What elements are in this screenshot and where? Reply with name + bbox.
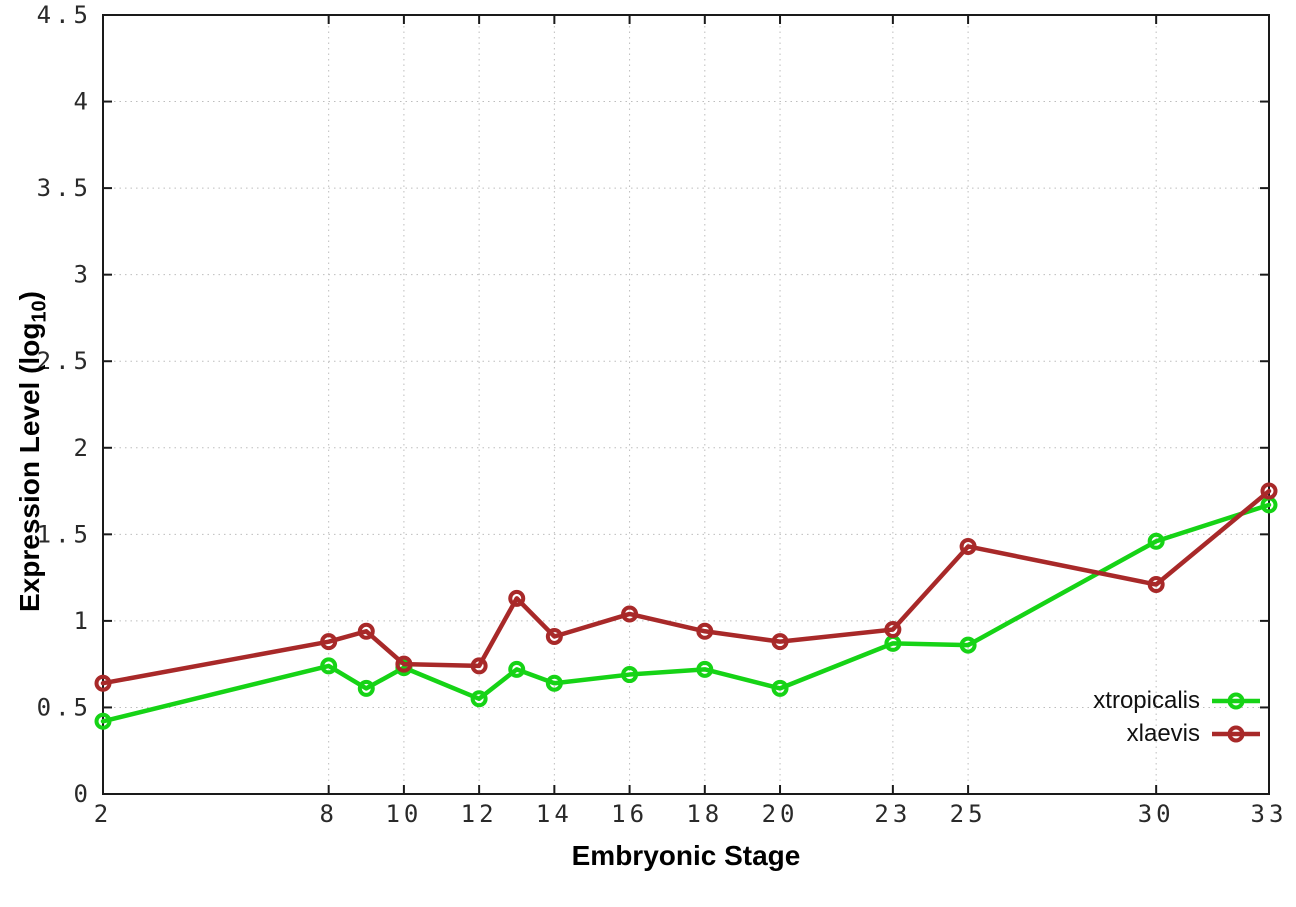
legend-label: xtropicalis <box>1093 686 1200 714</box>
svg-text:14: 14 <box>536 800 573 828</box>
svg-text:4: 4 <box>74 88 92 116</box>
svg-text:23: 23 <box>874 800 911 828</box>
svg-text:10: 10 <box>385 800 422 828</box>
svg-text:2: 2 <box>74 434 92 462</box>
y-axis-title: Expression Level (log10) <box>14 291 52 612</box>
svg-text:0.5: 0.5 <box>37 693 92 721</box>
svg-text:1: 1 <box>74 607 92 635</box>
y-axis-title-subscript: 10 <box>28 300 51 323</box>
svg-text:1.5: 1.5 <box>37 520 92 548</box>
legend-item-xlaevis: xlaevis <box>1093 717 1262 750</box>
y-axis-title-text: Expression Level (log <box>14 322 45 612</box>
svg-text:33: 33 <box>1251 800 1288 828</box>
legend-item-xtropicalis: xtropicalis <box>1093 684 1262 717</box>
legend: xtropicalis xlaevis <box>1093 684 1262 750</box>
svg-text:8: 8 <box>319 800 337 828</box>
svg-text:4.5: 4.5 <box>37 1 92 29</box>
svg-text:30: 30 <box>1138 800 1175 828</box>
line-marker-sample-icon <box>1212 725 1260 742</box>
x-axis-title: Embryonic Stage <box>571 840 801 871</box>
svg-text:25: 25 <box>950 800 987 828</box>
line-marker-sample-icon <box>1212 692 1260 709</box>
svg-text:3.5: 3.5 <box>37 174 92 202</box>
y-axis-title-close: ) <box>14 291 45 301</box>
svg-text:3: 3 <box>74 261 92 289</box>
legend-label: xlaevis <box>1126 719 1200 747</box>
svg-text:12: 12 <box>461 800 498 828</box>
svg-text:18: 18 <box>686 800 723 828</box>
svg-text:2.5: 2.5 <box>37 347 92 375</box>
svg-text:0: 0 <box>74 780 92 808</box>
svg-text:2: 2 <box>94 800 112 828</box>
svg-text:20: 20 <box>762 800 799 828</box>
svg-text:16: 16 <box>611 800 648 828</box>
